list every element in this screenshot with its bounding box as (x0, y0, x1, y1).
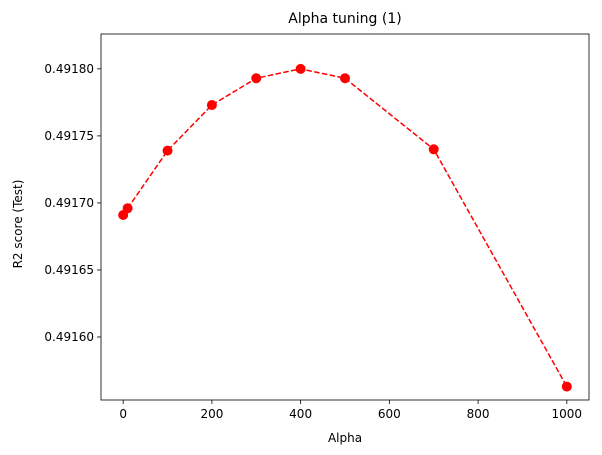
x-tick-label: 1000 (552, 407, 583, 421)
x-tick-label: 800 (467, 407, 490, 421)
y-tick-label: 0.49175 (44, 129, 94, 143)
y-tick-label: 0.49160 (44, 330, 94, 344)
data-point (206, 100, 217, 111)
data-point (251, 73, 262, 84)
data-point (428, 144, 439, 155)
x-tick-label: 400 (289, 407, 312, 421)
chart-title: Alpha tuning (1) (288, 11, 401, 27)
data-point (340, 73, 350, 84)
data-point (162, 145, 173, 156)
x-tick-label: 0 (119, 407, 127, 421)
y-tick-label: 0.49170 (44, 196, 94, 210)
y-axis-label: R2 score (Test) (11, 180, 25, 269)
y-tick-label: 0.49180 (44, 62, 94, 76)
plot-area: 0 200 400 600 800 1000 0.49160 0.49165 0.49170 0.… (44, 33, 590, 421)
data-point (122, 203, 133, 214)
plot-frame (100, 33, 590, 401)
data-point (561, 381, 572, 392)
y-tick-label: 0.49165 (44, 263, 94, 277)
x-axis-label: Alpha (328, 431, 362, 445)
x-tick-label: 600 (378, 407, 401, 421)
data-point (295, 63, 306, 74)
x-tick-label: 200 (200, 407, 223, 421)
series-line (122, 68, 568, 387)
